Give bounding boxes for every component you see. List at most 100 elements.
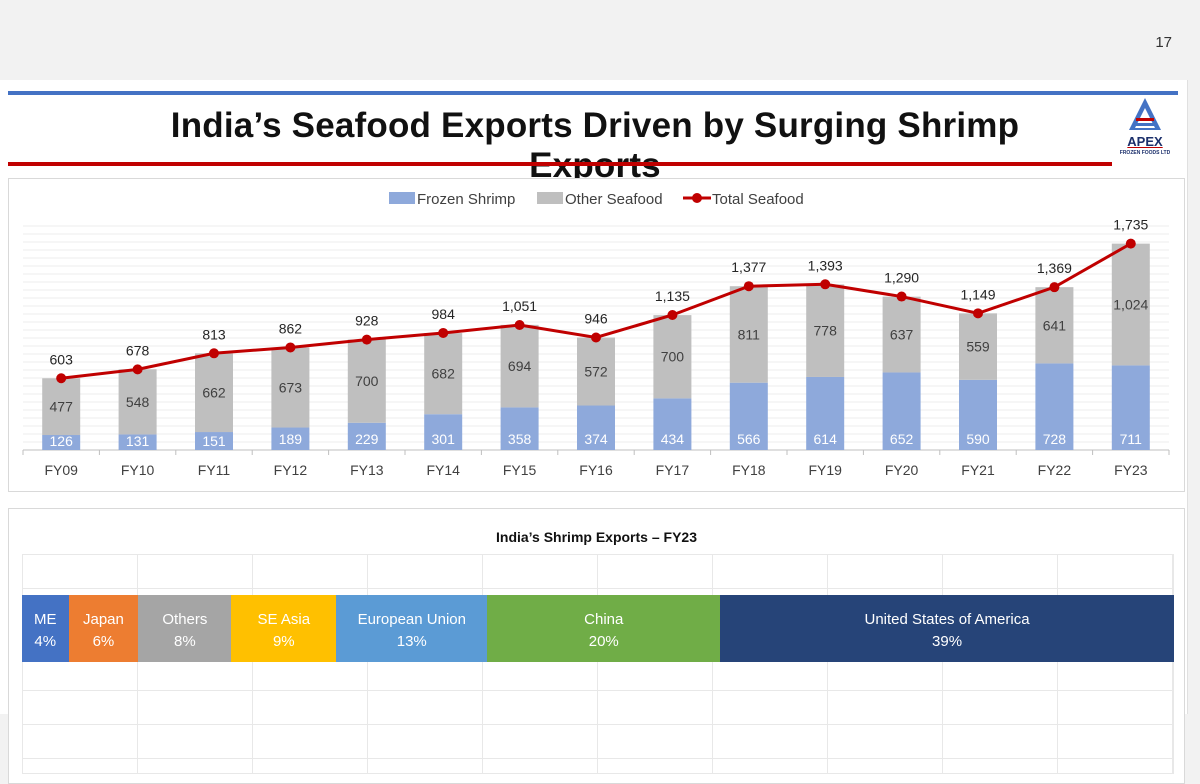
- other-seafood-value-label: 548: [126, 394, 150, 410]
- total-seafood-point: [667, 309, 678, 320]
- other-seafood-value-label: 694: [508, 358, 532, 374]
- shrimp-segment-percent: 13%: [396, 633, 427, 650]
- x-tick-label: FY23: [1114, 462, 1148, 478]
- total-seafood-point: [514, 319, 525, 330]
- x-tick-label: FY12: [274, 462, 308, 478]
- other-seafood-value-label: 1,024: [1113, 297, 1148, 313]
- title-top-rule: [8, 91, 1178, 95]
- frozen-shrimp-value-label: 711: [1120, 431, 1143, 447]
- total-seafood-point: [896, 291, 907, 302]
- shrimp-segment-name: United States of America: [864, 611, 1030, 628]
- apex-logo-icon: [1129, 98, 1161, 130]
- bar-frozen-shrimp: [653, 398, 692, 450]
- frozen-shrimp-value-label: 566: [737, 431, 761, 447]
- frozen-shrimp-value-label: 614: [814, 431, 838, 447]
- bar-frozen-shrimp: [1035, 363, 1074, 450]
- shrimp-segment-name: ME: [34, 611, 57, 628]
- x-tick-label: FY10: [121, 462, 155, 478]
- shrimp-segment-name: Japan: [83, 611, 124, 628]
- shrimp-segment-percent: 20%: [588, 633, 619, 650]
- bar-frozen-shrimp: [959, 379, 997, 450]
- other-seafood-value-label: 641: [1043, 317, 1067, 333]
- shrimp-chart-title: India’s Shrimp Exports – FY23: [496, 529, 697, 545]
- bar-other-seafood: [1111, 243, 1150, 366]
- legend-swatch-frozen-shrimp: [389, 192, 415, 204]
- bar-other-seafood: [806, 284, 845, 377]
- total-seafood-value-label: 1,393: [808, 257, 843, 273]
- frozen-shrimp-value-label: 126: [50, 433, 74, 449]
- total-seafood-value-label: 813: [202, 326, 226, 342]
- shrimp-segment-name: China: [584, 611, 624, 628]
- total-seafood-value-label: 1,735: [1113, 217, 1148, 233]
- total-seafood-point: [743, 281, 754, 292]
- shrimp-segment-china: China 20%: [487, 595, 721, 662]
- bar-frozen-shrimp: [806, 376, 845, 450]
- x-tick-label: FY15: [503, 462, 537, 478]
- bar-frozen-shrimp: [500, 407, 539, 450]
- total-seafood-point: [438, 327, 449, 338]
- total-seafood-point: [361, 334, 372, 345]
- bar-other-seafood: [1035, 287, 1074, 364]
- bar-frozen-shrimp: [1111, 365, 1150, 450]
- bar-other-seafood: [882, 296, 921, 373]
- x-tick-label: FY11: [198, 462, 231, 478]
- bar-other-seafood: [118, 369, 157, 435]
- bar-other-seafood: [42, 378, 81, 436]
- shrimp-segment-label: United States of America 39%: [720, 609, 1174, 653]
- bar-other-seafood: [271, 347, 310, 428]
- other-seafood-value-label: 778: [814, 323, 838, 339]
- shrimp-segment-percent: 39%: [932, 633, 963, 650]
- shrimp-segment-eu: European Union 13%: [336, 595, 488, 662]
- shrimp-segment-percent: 8%: [174, 633, 196, 650]
- frozen-shrimp-value-label: 652: [890, 431, 914, 447]
- shrimp-segment-name: SE Asia: [257, 611, 311, 628]
- legend-label-total-seafood: Total Seafood: [712, 191, 804, 208]
- legend-swatch-other-seafood: [537, 192, 563, 204]
- legend-label-other-seafood: Other Seafood: [565, 191, 663, 208]
- bar-frozen-shrimp: [118, 434, 157, 450]
- bar-other-seafood: [195, 353, 233, 433]
- total-seafood-point: [591, 332, 601, 343]
- total-seafood-value-label: 1,135: [655, 288, 690, 304]
- total-seafood-value-label: 678: [126, 342, 150, 358]
- bar-frozen-shrimp: [42, 435, 81, 450]
- bar-frozen-shrimp: [271, 427, 310, 450]
- shrimp-segment-others: Others 8%: [138, 595, 232, 662]
- shrimp-segment-percent: 6%: [92, 633, 115, 650]
- shrimp-exports-panel: India’s Shrimp Exports – FY23 ME 4% Japan 6…: [8, 508, 1185, 784]
- apex-logo: APEX FROZEN FOODS LTD: [1117, 96, 1173, 158]
- page-number: 17: [1155, 34, 1172, 51]
- total-seafood-point: [1049, 282, 1060, 293]
- x-tick-label: FY14: [426, 462, 460, 478]
- bar-frozen-shrimp: [347, 422, 386, 450]
- frozen-shrimp-value-label: 590: [966, 431, 990, 447]
- frozen-shrimp-value-label: 374: [584, 431, 608, 447]
- total-seafood-point: [56, 373, 67, 384]
- title-bottom-rule: [8, 162, 1112, 166]
- bar-frozen-shrimp: [195, 432, 233, 450]
- other-seafood-value-label: 682: [432, 366, 456, 382]
- other-seafood-value-label: 662: [202, 385, 226, 401]
- other-seafood-value-label: 811: [738, 326, 761, 342]
- frozen-shrimp-value-label: 229: [355, 431, 379, 447]
- total-seafood-value-label: 862: [279, 320, 303, 336]
- total-seafood-value-label: 603: [50, 351, 74, 367]
- other-seafood-value-label: 700: [355, 373, 379, 389]
- other-seafood-value-label: 572: [584, 363, 608, 379]
- bar-frozen-shrimp: [577, 405, 615, 450]
- slide-title: India’s Seafood Exports Driven by Surgin…: [170, 106, 1020, 185]
- shrimp-segment-percent: 4%: [34, 633, 57, 650]
- shrimp-stacked-bar: ME 4% Japan 6% Others 8% SE Asia 9% European Uni…: [22, 595, 1174, 662]
- x-tick-label: FY16: [579, 462, 613, 478]
- legend-marker-total-seafood: [692, 193, 702, 203]
- other-seafood-value-label: 637: [890, 327, 914, 343]
- frozen-shrimp-value-label: 189: [279, 431, 303, 447]
- seafood-chart-panel: 126 477 FY09 131 548 FY10 151 662 FY11 189 673 FY12…: [8, 178, 1185, 492]
- shrimp-segment-me: ME 4%: [22, 595, 69, 662]
- total-seafood-value-label: 1,369: [1037, 260, 1072, 276]
- other-seafood-value-label: 673: [279, 379, 303, 395]
- total-seafood-value-label: 1,290: [884, 270, 919, 286]
- shrimp-segment-label: China 20%: [487, 609, 720, 653]
- shrimp-segment-se_asia: SE Asia 9%: [231, 595, 337, 662]
- bar-other-seafood: [653, 315, 692, 399]
